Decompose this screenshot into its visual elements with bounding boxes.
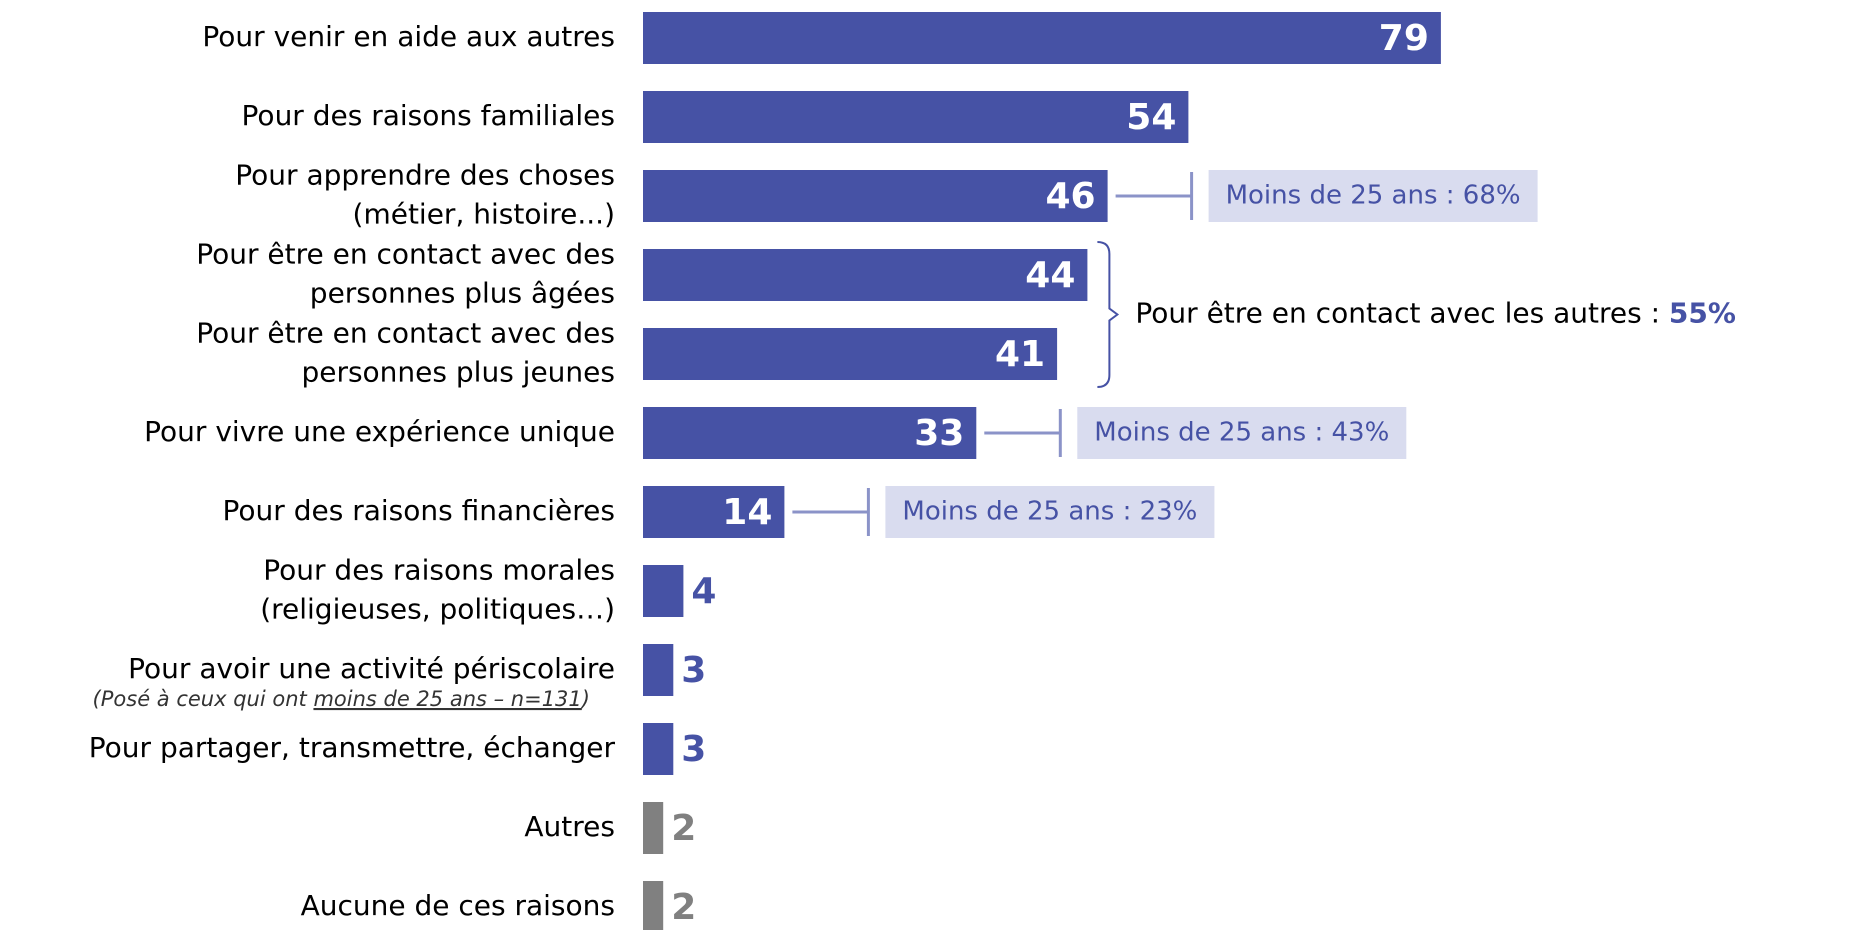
bar xyxy=(643,328,1058,380)
value-label: 3 xyxy=(681,729,706,770)
category-label: personnes plus âgées xyxy=(310,277,615,310)
bar xyxy=(643,723,674,775)
category-label: Pour venir en aide aux autres xyxy=(202,20,615,53)
value-label: 14 xyxy=(722,492,772,533)
group-note-value: 55% xyxy=(1669,297,1736,330)
value-label: 4 xyxy=(691,571,716,612)
bar xyxy=(643,91,1189,143)
category-label: Pour partager, transmettre, échanger xyxy=(89,731,616,764)
category-label: Pour avoir une activité périscolaire xyxy=(128,652,615,685)
category-label: Aucune de ces raisons xyxy=(301,889,615,922)
note-text: Moins de 25 ans : 43% xyxy=(1094,418,1389,448)
note-box xyxy=(1077,407,1407,459)
category-label: Pour des raisons morales xyxy=(263,554,615,587)
bracket xyxy=(1097,241,1120,388)
category-label: personnes plus jeunes xyxy=(301,356,615,389)
footnote: (Posé à ceux qui ont moins de 25 ans – n… xyxy=(93,687,590,711)
category-label: (métier, histoire...) xyxy=(353,198,615,231)
category-label: Pour vivre une expérience unique xyxy=(144,415,615,448)
category-label: Pour des raisons financières xyxy=(223,494,615,527)
value-label: 44 xyxy=(1025,255,1075,296)
bar xyxy=(643,12,1441,64)
category-label: Autres xyxy=(524,810,615,843)
value-label: 46 xyxy=(1045,176,1095,217)
bar xyxy=(643,249,1088,301)
note-box xyxy=(1208,170,1538,222)
value-label: 79 xyxy=(1379,18,1429,59)
bar xyxy=(643,170,1108,222)
value-label: 2 xyxy=(671,808,696,849)
value-label: 2 xyxy=(671,887,696,928)
bar xyxy=(643,486,785,538)
bar xyxy=(643,565,684,617)
category-label: Pour des raisons familiales xyxy=(242,99,615,132)
footnote-text: (Posé à ceux qui ont xyxy=(93,687,314,711)
note-text: Moins de 25 ans : 68% xyxy=(1226,181,1521,211)
bar xyxy=(643,644,674,696)
category-label: (religieuses, politiques…) xyxy=(260,593,615,626)
value-label: 54 xyxy=(1126,97,1176,138)
bar xyxy=(643,802,664,854)
note-box xyxy=(885,486,1215,538)
group-note: Pour être en contact avec les autres : 5… xyxy=(1135,297,1736,330)
value-label: 33 xyxy=(914,413,964,454)
value-label: 3 xyxy=(681,650,706,691)
category-label: Pour apprendre des choses xyxy=(235,159,615,192)
category-label: Pour être en contact avec des xyxy=(196,238,615,271)
note-text: Moins de 25 ans : 23% xyxy=(902,497,1197,527)
category-label: Pour être en contact avec des xyxy=(196,317,615,350)
bar xyxy=(643,881,664,930)
bar xyxy=(643,407,977,459)
footnote-end: ) xyxy=(580,687,590,711)
group-note-text: Pour être en contact avec les autres : xyxy=(1135,297,1669,330)
footnote-underlined: moins de 25 ans – n=131 xyxy=(313,687,581,711)
value-label: 41 xyxy=(995,334,1045,375)
